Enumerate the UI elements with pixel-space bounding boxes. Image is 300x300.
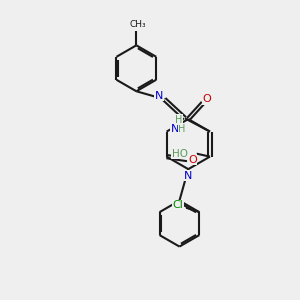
Text: N: N [155, 91, 163, 101]
Text: O: O [188, 154, 197, 165]
Text: Cl: Cl [172, 200, 183, 210]
Text: CH₃: CH₃ [130, 20, 146, 28]
Text: N: N [171, 124, 179, 134]
Text: O: O [202, 94, 211, 104]
Text: HO: HO [172, 149, 188, 159]
Text: N: N [184, 171, 193, 181]
Text: H: H [178, 124, 186, 134]
Text: H: H [175, 115, 182, 125]
